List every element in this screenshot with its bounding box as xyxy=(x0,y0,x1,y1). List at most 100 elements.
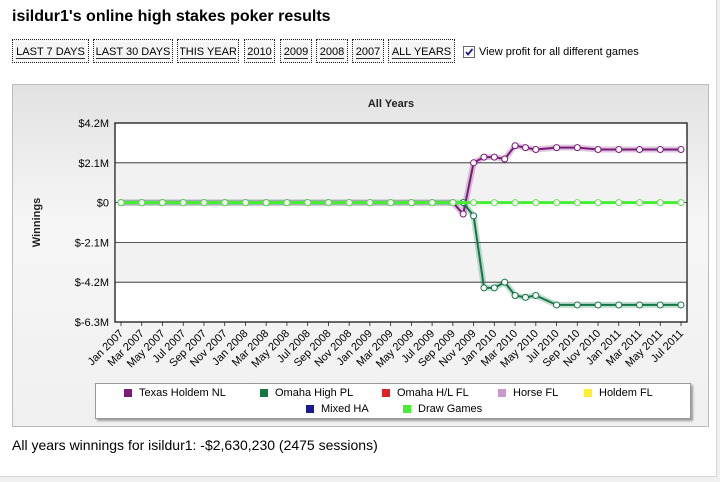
data-point xyxy=(656,301,664,309)
data-point xyxy=(656,146,664,154)
data-point xyxy=(573,199,581,207)
view-profit-option: View profit for all different games xyxy=(463,43,639,61)
data-point xyxy=(594,199,602,207)
data-point xyxy=(573,144,581,152)
legend-item-omaha-high-pl[interactable]: Omaha High PL xyxy=(260,387,353,399)
filter-2009-button[interactable]: 2009 xyxy=(280,39,312,63)
filter-2008-button[interactable]: 2008 xyxy=(316,39,348,63)
data-point xyxy=(677,199,685,207)
legend-swatch-icon xyxy=(403,405,411,413)
data-point xyxy=(615,146,623,154)
view-profit-label: View profit for all different games xyxy=(479,46,639,58)
data-point xyxy=(480,153,488,161)
legend-swatch-icon xyxy=(306,405,314,413)
data-point xyxy=(470,159,478,167)
data-point xyxy=(553,199,561,207)
legend-item-texas-holdem-nl[interactable]: Texas Holdem NL xyxy=(124,387,226,399)
legend-item-omaha-hl-fl[interactable]: Omaha H/L FL xyxy=(382,387,469,399)
legend-label: Horse FL xyxy=(513,387,559,399)
data-point xyxy=(615,199,623,207)
legend-item-horse-fl[interactable]: Horse FL xyxy=(498,387,558,399)
legend-label: Omaha High PL xyxy=(275,387,354,399)
data-point xyxy=(470,199,478,207)
filter-2007-button[interactable]: 2007 xyxy=(352,39,384,63)
data-point xyxy=(656,199,664,207)
data-point xyxy=(490,153,498,161)
y-tick-label: $-4.2M xyxy=(75,277,109,289)
data-point xyxy=(179,199,187,207)
data-point xyxy=(490,284,498,292)
data-point xyxy=(345,199,353,207)
filter-2010-button[interactable]: 2010 xyxy=(244,39,275,63)
data-point xyxy=(511,291,519,299)
data-point xyxy=(449,199,457,207)
data-point xyxy=(553,301,561,309)
data-point xyxy=(615,301,623,309)
data-point xyxy=(532,199,540,207)
filter-last-7-days-button[interactable]: LAST 7 DAYS xyxy=(12,39,89,63)
data-point xyxy=(501,155,509,163)
data-point xyxy=(677,301,685,309)
filter-all-years-button[interactable]: ALL YEARS xyxy=(388,39,455,63)
data-point xyxy=(490,199,498,207)
legend-item-draw-games[interactable]: Draw Games xyxy=(403,403,482,415)
checkmark-icon xyxy=(465,48,474,56)
legend-swatch-icon xyxy=(260,389,268,397)
data-point xyxy=(511,142,519,150)
data-point xyxy=(283,199,291,207)
chart-legend: Texas Holdem NL Omaha High PL Omaha H/L … xyxy=(95,383,691,419)
data-point xyxy=(200,199,208,207)
data-point xyxy=(594,146,602,154)
data-point xyxy=(158,199,166,207)
winnings-summary: All years winnings for isildur1: -$2,630… xyxy=(12,437,378,453)
data-point xyxy=(470,212,478,220)
legend-swatch-icon xyxy=(382,389,390,397)
data-point xyxy=(480,284,488,292)
plot-band xyxy=(115,162,687,203)
chart-panel: $4.2M $2.1M $0 $-2.1M $-4.2M $-6.3M All Years W… xyxy=(12,84,709,427)
view-profit-checkbox[interactable] xyxy=(463,46,475,58)
data-point xyxy=(459,210,467,218)
data-point xyxy=(636,301,644,309)
data-point xyxy=(553,144,561,152)
legend-label: Holdem FL xyxy=(599,387,653,399)
data-point xyxy=(532,146,540,154)
legend-swatch-icon xyxy=(584,389,592,397)
data-point xyxy=(241,199,249,207)
legend-swatch-icon xyxy=(498,389,506,397)
legend-item-holdem-fl[interactable]: Holdem FL xyxy=(584,387,653,399)
data-point xyxy=(521,293,529,301)
legend-label: Texas Holdem NL xyxy=(139,387,226,399)
data-point xyxy=(636,199,644,207)
data-point xyxy=(521,144,529,152)
plot-border xyxy=(114,122,688,323)
filter-this-year-button[interactable]: THIS YEAR xyxy=(177,39,239,63)
y-tick-label: $-6.3M xyxy=(75,317,109,329)
data-point xyxy=(594,301,602,309)
filter-last-30-days-button[interactable]: LAST 30 DAYS xyxy=(93,39,173,63)
legend-label: Draw Games xyxy=(418,403,483,415)
y-tick-label: $-2.1M xyxy=(75,237,109,249)
winnings-chart: $4.2M $2.1M $0 $-2.1M $-4.2M $-6.3M All Years W… xyxy=(31,98,688,370)
plot-area xyxy=(114,122,688,323)
data-point xyxy=(532,291,540,299)
data-point xyxy=(407,199,415,207)
data-point xyxy=(324,199,332,207)
plot-band xyxy=(115,242,687,283)
legend-item-mixed-ha[interactable]: Mixed HA xyxy=(306,403,369,415)
chart-title: All Years xyxy=(368,98,414,110)
data-point xyxy=(221,199,229,207)
data-point xyxy=(262,199,270,207)
data-point xyxy=(304,199,312,207)
legend-label: Mixed HA xyxy=(321,403,369,415)
data-point xyxy=(387,199,395,207)
data-point xyxy=(366,199,374,207)
data-point xyxy=(573,301,581,309)
y-tick-label: $0 xyxy=(97,198,109,210)
data-point xyxy=(428,199,436,207)
data-point xyxy=(138,199,146,207)
legend-swatch-icon xyxy=(124,389,132,397)
y-axis-label: Winnings xyxy=(31,198,43,247)
data-point xyxy=(511,199,519,207)
legend-label: Omaha H/L FL xyxy=(397,387,469,399)
